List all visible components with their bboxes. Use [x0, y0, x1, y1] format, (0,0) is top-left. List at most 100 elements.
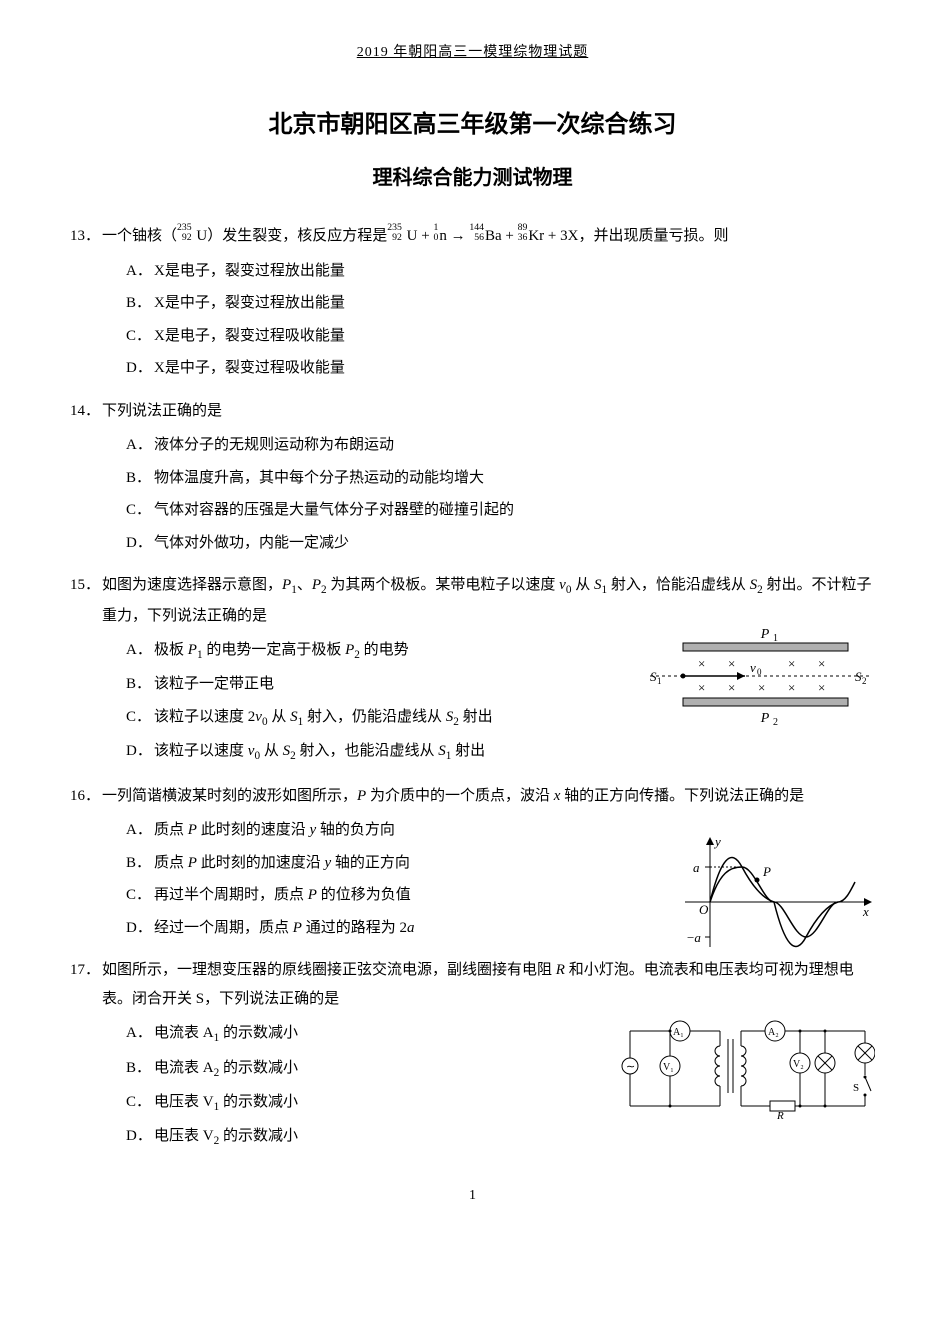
stem-text: ）发生裂变，核反应方程是 — [207, 228, 387, 244]
question-stem: 下列说法正确的是 — [102, 397, 875, 426]
svg-text:×: × — [698, 680, 705, 695]
var: P — [188, 855, 197, 871]
option-text: 从 — [260, 743, 283, 759]
option-b: B．X是中子，裂变过程放出能量 — [126, 289, 875, 318]
option-text: 质点 — [154, 855, 188, 871]
nuclide-u2: 23592 — [387, 223, 402, 243]
option-text: X是电子，裂变过程放出能量 — [154, 263, 345, 279]
page-number: 1 — [70, 1183, 875, 1210]
option-text: 射出 — [459, 709, 493, 725]
question-stem: 一列简谐横波某时刻的波形如图所示，P 为介质中的一个质点，波沿 x 轴的正方向传… — [102, 782, 875, 811]
option-d: D．气体对外做功，内能一定减少 — [126, 529, 875, 558]
svg-text:1: 1 — [773, 633, 778, 644]
plus: + — [502, 228, 518, 244]
svg-text:O: O — [699, 902, 709, 917]
option-text: 电压表 V — [154, 1094, 214, 1110]
option-text: 电流表 A — [154, 1025, 214, 1041]
svg-text:v: v — [750, 660, 756, 675]
option-b: B．该粒子一定带正电 — [126, 670, 570, 699]
option-c: C．电压表 V1 的示数减小 — [126, 1088, 570, 1118]
option-text: 的示数减小 — [219, 1060, 298, 1076]
question-13: 13． 一个铀核（23592 U）发生裂变，核反应方程是23592 U + 10… — [70, 222, 875, 383]
question-17: 17． 如图所示，一理想变压器的原线圈接正弦交流电源，副线圈接有电阻 R 和小灯… — [70, 956, 875, 1153]
svg-text:S: S — [853, 1082, 859, 1094]
option-text: 从 — [268, 709, 291, 725]
option-text: 物体温度升高，其中每个分子热运动的动能均增大 — [154, 470, 484, 486]
stem-text: 射入，恰能沿虚线从 — [607, 577, 750, 593]
exam-subtitle: 理科综合能力测试物理 — [70, 159, 875, 197]
option-b: B．物体温度升高，其中每个分子热运动的动能均增大 — [126, 464, 875, 493]
svg-text:0: 0 — [757, 667, 762, 677]
option-text: X是电子，裂变过程吸收能量 — [154, 328, 345, 344]
question-15: 15． 如图为速度选择器示意图，P1、P2 为其两个极板。某带电粒子以速度 v0… — [70, 571, 875, 768]
option-c: C．再过半个周期时，质点 P 的位移为负值 — [126, 881, 570, 910]
option-text: 轴的负方向 — [316, 822, 395, 838]
option-text: 气体对容器的压强是大量气体分子对器壁的碰撞引起的 — [154, 502, 514, 518]
question-stem: 如图为速度选择器示意图，P1、P2 为其两个极板。某带电粒子以速度 v0 从 S… — [102, 571, 875, 630]
option-text: 的电势 — [360, 642, 409, 658]
option-text: 极板 — [154, 642, 188, 658]
question-number: 16． — [70, 782, 102, 811]
option-d: D．X是中子，裂变过程吸收能量 — [126, 354, 875, 383]
option-text: 射出 — [451, 743, 485, 759]
option-text: 再过半个周期时，质点 — [154, 887, 308, 903]
option-c: C．该粒子以速度 2v0 从 S1 射入，仍能沿虚线从 S2 射出 — [126, 703, 570, 733]
option-text: 液体分子的无规则运动称为布朗运动 — [154, 437, 394, 453]
figure-transformer-circuit: ∼ A₁ V₁ A₂ — [615, 1011, 875, 1142]
stem-text: 为介质中的一个质点，波沿 — [366, 788, 554, 804]
option-text: 射入，也能沿虚线从 — [296, 743, 439, 759]
option-text: 此时刻的速度沿 — [197, 822, 310, 838]
option-d: D．经过一个周期，质点 P 通过的路程为 2a — [126, 914, 570, 943]
option-text: 通过的路程为 2 — [302, 920, 407, 936]
option-b: B．电流表 A2 的示数减小 — [126, 1054, 570, 1084]
var: a — [407, 920, 415, 936]
exam-title: 北京市朝阳区高三年级第一次综合练习 — [70, 102, 875, 148]
plus: + — [417, 228, 433, 244]
question-16: 16． 一列简谐横波某时刻的波形如图所示，P 为介质中的一个质点，波沿 x 轴的… — [70, 782, 875, 943]
svg-text:P: P — [760, 627, 770, 642]
var: S — [438, 743, 446, 759]
var: P — [188, 642, 197, 658]
element: n — [439, 228, 447, 244]
stem-text: 如图所示，一理想变压器的原线圈接正弦交流电源，副线圈接有电阻 — [102, 962, 556, 978]
question-number: 14． — [70, 397, 102, 426]
option-text: 射入，仍能沿虚线从 — [303, 709, 446, 725]
question-number: 13． — [70, 222, 102, 251]
svg-text:V₂: V₂ — [793, 1059, 804, 1070]
svg-text:1: 1 — [657, 676, 662, 686]
var: P — [308, 887, 317, 903]
nuclide-n: 10 — [433, 223, 438, 243]
svg-text:R: R — [776, 1110, 784, 1122]
svg-text:−a: −a — [687, 930, 701, 945]
svg-text:×: × — [698, 656, 705, 671]
var-p2: P — [312, 577, 321, 593]
option-text: 气体对外做功，内能一定减少 — [154, 535, 349, 551]
svg-text:y: y — [713, 834, 721, 849]
svg-text:×: × — [788, 680, 795, 695]
element: Kr — [528, 228, 544, 244]
stem-text: 从 — [571, 577, 594, 593]
svg-text:V₁: V₁ — [663, 1062, 674, 1073]
var-r: R — [556, 962, 565, 978]
element: Ba — [485, 228, 502, 244]
svg-text:A₁: A₁ — [673, 1027, 684, 1038]
svg-text:×: × — [788, 656, 795, 671]
stem-text: 如图为速度选择器示意图， — [102, 577, 282, 593]
element: U — [403, 228, 418, 244]
svg-text:×: × — [758, 680, 765, 695]
question-stem: 一个铀核（23592 U）发生裂变，核反应方程是23592 U + 10n → … — [102, 222, 875, 251]
stem-text: ，并出现质量亏损。则 — [578, 228, 728, 244]
option-a: A．极板 P1 的电势一定高于极板 P2 的电势 — [126, 636, 570, 666]
option-a: A．X是电子，裂变过程放出能量 — [126, 257, 875, 286]
svg-text:A₂: A₂ — [768, 1027, 779, 1038]
var: P — [293, 920, 302, 936]
option-text: 的示数减小 — [219, 1094, 298, 1110]
var: S — [283, 743, 291, 759]
svg-text:×: × — [818, 656, 825, 671]
option-text: 的电势一定高于极板 — [203, 642, 346, 658]
stem-text: 轴的正方向传播。下列说法正确的是 — [560, 788, 804, 804]
svg-text:P: P — [760, 711, 770, 726]
page-header: 2019 年朝阳高三一模理综物理试题 — [70, 40, 875, 67]
var: S — [290, 709, 298, 725]
option-text: 的位移为负值 — [317, 887, 411, 903]
